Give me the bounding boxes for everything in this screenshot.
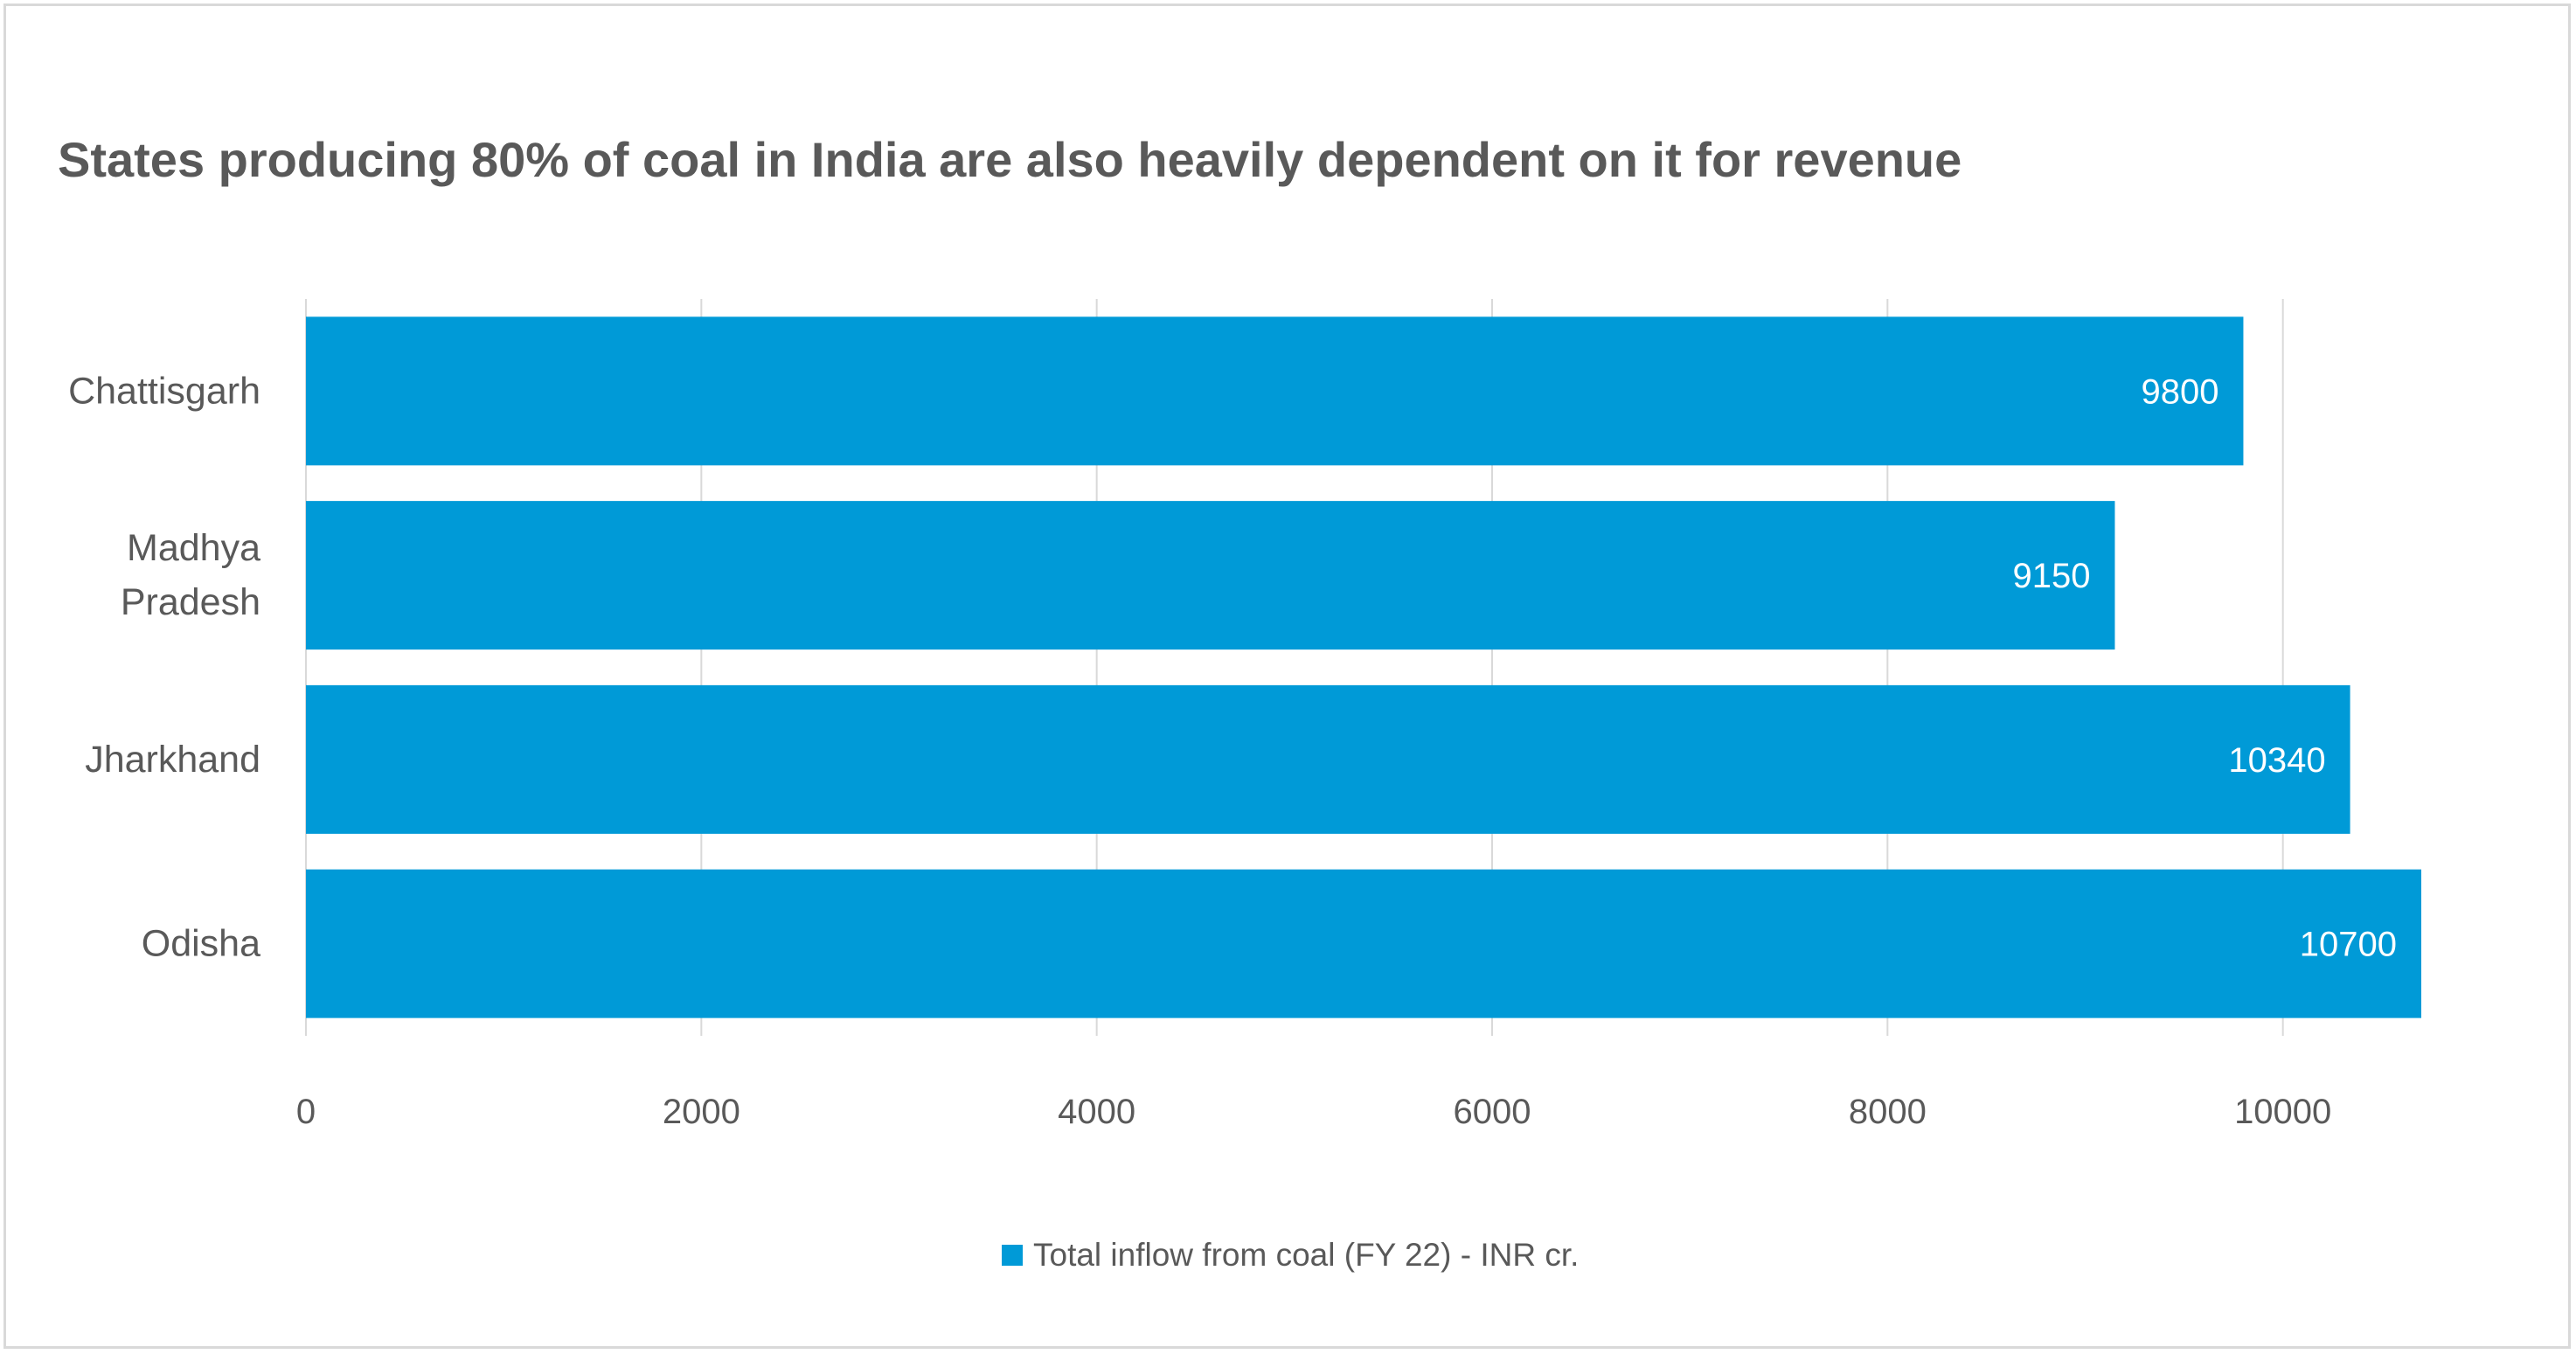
chart-title: States producing 80% of coal in India ar… [58, 132, 1962, 187]
bar [306, 316, 2244, 466]
chart-frame [3, 3, 2571, 1349]
x-tick-label: 2000 [663, 1093, 740, 1131]
legend: Total inflow from coal (FY 22) - INR cr. [1002, 1237, 1579, 1274]
bar-value-label: 10700 [2300, 926, 2397, 964]
bar-value-label: 9150 [2012, 557, 2090, 595]
category-label: Odisha [142, 923, 260, 965]
category-label: Chattisgarh [68, 370, 260, 412]
x-tick-label: 6000 [1454, 1093, 1531, 1131]
category-label: Jharkhand [85, 739, 260, 781]
x-tick-label: 10000 [2234, 1093, 2331, 1131]
x-tick-label: 8000 [1849, 1093, 1927, 1131]
bar [306, 869, 2421, 1018]
category-labels: Chattisgarh Madhya Pradesh Jharkhand Odisha [68, 370, 260, 964]
bar [306, 684, 2350, 834]
category-label: Madhya Pradesh [121, 527, 260, 623]
x-tick-labels: 0 2000 4000 6000 8000 10000 [296, 1093, 2331, 1131]
data-labels: 9800 9150 10340 10700 [2012, 372, 2397, 963]
bar [306, 501, 2115, 650]
legend-label: Total inflow from coal (FY 22) - INR cr. [1033, 1237, 1580, 1273]
x-tick-label: 0 [296, 1093, 316, 1131]
bar-value-label: 10340 [2228, 741, 2325, 780]
legend-swatch [1002, 1245, 1023, 1266]
bar-value-label: 9800 [2141, 372, 2218, 411]
bars [306, 316, 2421, 1018]
x-tick-label: 4000 [1058, 1093, 1135, 1131]
